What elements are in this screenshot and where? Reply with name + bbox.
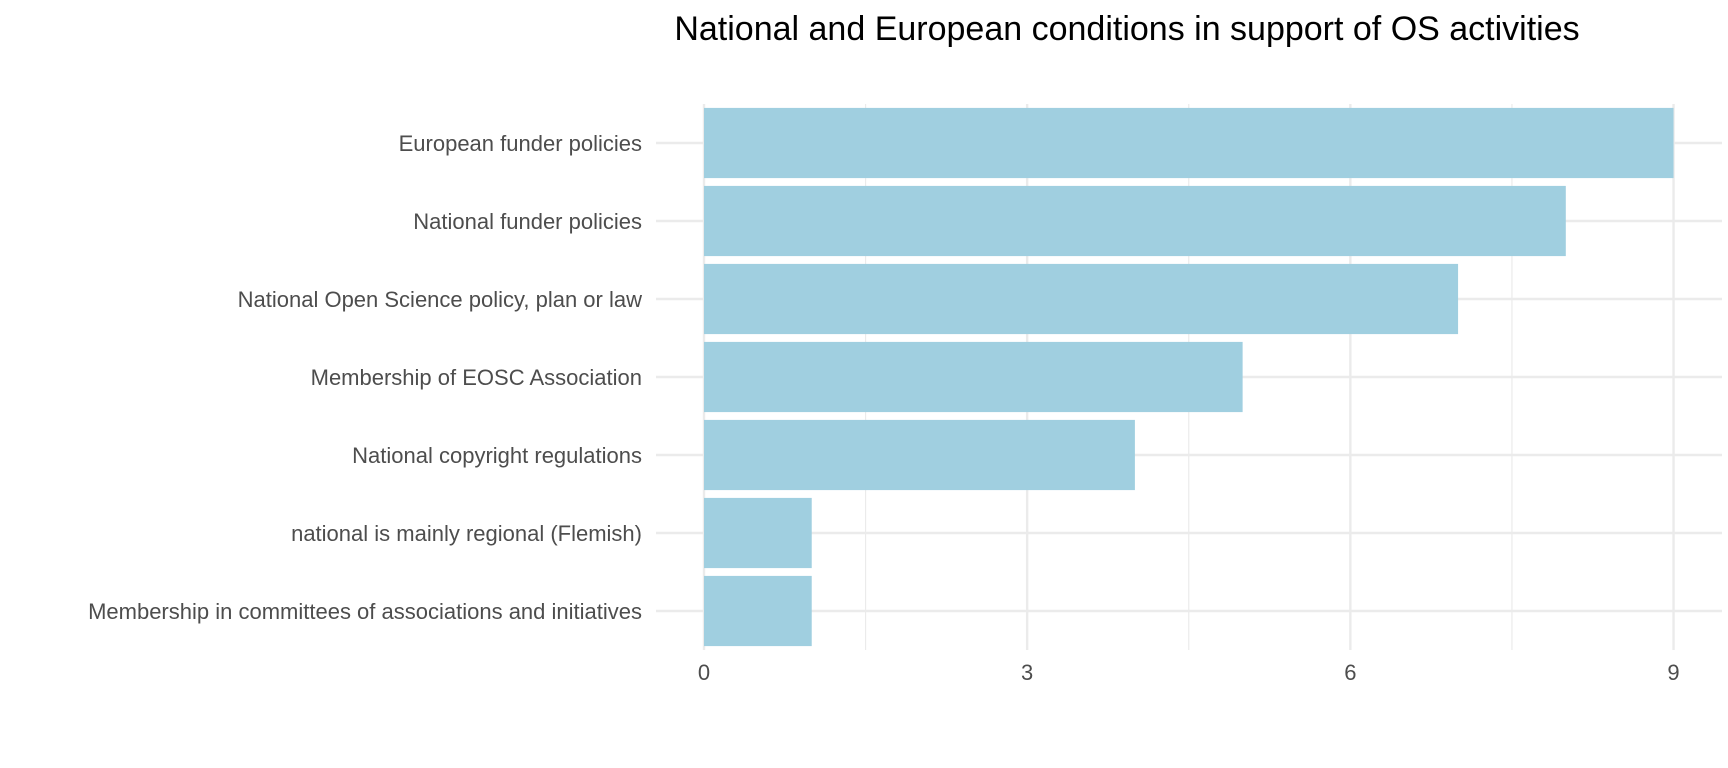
bar xyxy=(704,263,1459,335)
category-label: Membership in committees of associations… xyxy=(88,599,642,624)
x-axis-tick-labels: 0 3 6 9 xyxy=(698,660,1680,685)
x-tick-label: 6 xyxy=(1344,660,1356,685)
category-label: Membership of EOSC Association xyxy=(311,365,642,390)
bar xyxy=(704,185,1566,257)
category-label: National Open Science policy, plan or la… xyxy=(238,287,642,312)
bar xyxy=(704,341,1243,413)
bars xyxy=(704,107,1674,647)
category-label: National funder policies xyxy=(413,209,642,234)
bar xyxy=(704,107,1674,179)
bar xyxy=(704,575,812,647)
x-tick-label: 9 xyxy=(1667,660,1679,685)
bar xyxy=(704,419,1135,491)
category-label: National copyright regulations xyxy=(352,443,642,468)
x-tick-label: 0 xyxy=(698,660,710,685)
chart-title: National and European conditions in supp… xyxy=(674,10,1579,48)
bar xyxy=(704,497,812,569)
category-label: national is mainly regional (Flemish) xyxy=(291,521,642,546)
category-label: European funder policies xyxy=(399,131,642,156)
x-tick-label: 3 xyxy=(1021,660,1033,685)
category-labels: European funder policies National funder … xyxy=(88,131,642,624)
